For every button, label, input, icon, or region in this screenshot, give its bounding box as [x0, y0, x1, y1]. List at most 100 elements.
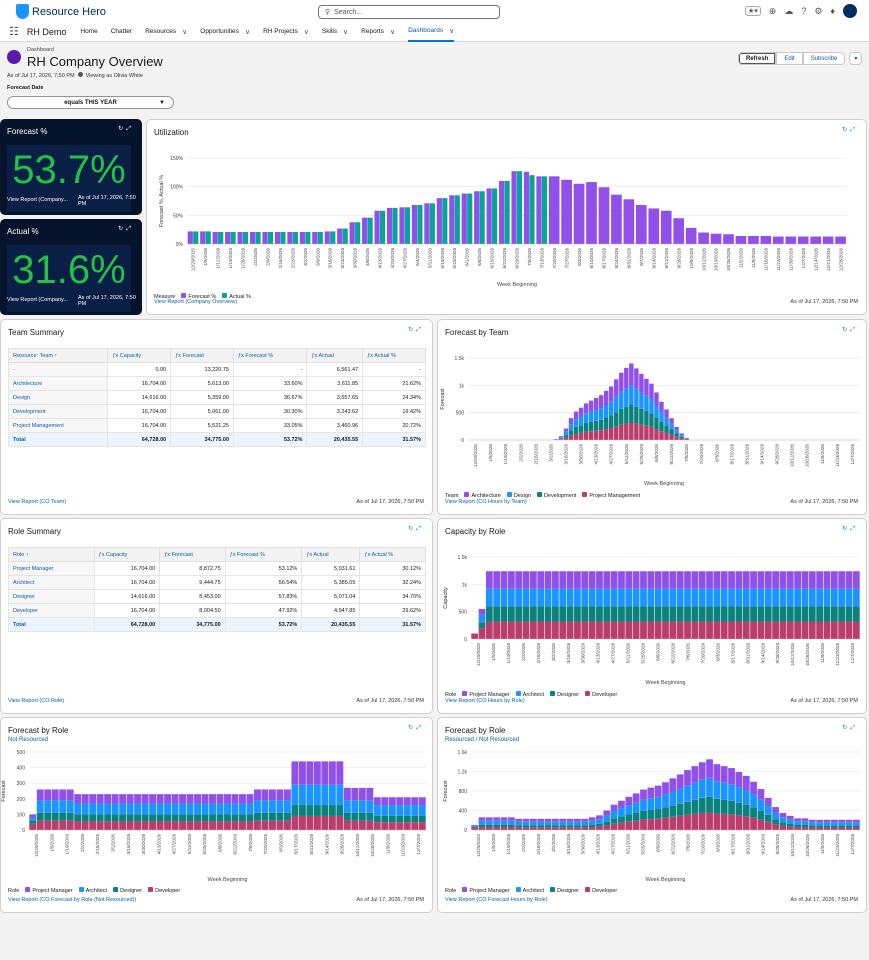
- chevron-down-icon: ▼: [159, 99, 165, 106]
- view-report-link[interactable]: View Report (CO Hours by Role): [445, 698, 525, 704]
- table-cell: 34,775.00: [159, 617, 226, 632]
- refresh-icon[interactable]: ↻: [842, 327, 851, 333]
- refresh-button[interactable]: Refresh: [738, 52, 777, 65]
- view-report-link[interactable]: View Report (CO Role): [8, 698, 65, 704]
- chevron-down-icon[interactable]: ∨: [244, 28, 251, 36]
- bar: [596, 819, 603, 824]
- nav-item-resources[interactable]: Resources ∨: [145, 22, 187, 42]
- row-label[interactable]: Development: [7, 404, 109, 419]
- nav-item-chatter[interactable]: Chatter: [111, 22, 132, 42]
- row-label[interactable]: Developer: [8, 603, 95, 618]
- nav-item-rh-projects[interactable]: RH Projects ∨: [263, 22, 309, 42]
- refresh-icon[interactable]: ↻: [842, 725, 851, 731]
- chevron-down-icon[interactable]: ∨: [303, 28, 309, 36]
- refresh-icon[interactable]: ↻: [408, 526, 417, 532]
- bar: [349, 222, 355, 244]
- chevron-down-icon[interactable]: ∨: [449, 27, 455, 35]
- bar: [649, 399, 654, 414]
- bar: [566, 588, 574, 607]
- expand-icon[interactable]: ⤢: [126, 226, 134, 232]
- expand-icon[interactable]: ⤢: [850, 526, 858, 532]
- table-cell: 3,611.85: [306, 376, 364, 391]
- add-icon[interactable]: ⊕: [768, 5, 777, 16]
- view-report-link[interactable]: View Report (CO Hours by Team): [445, 499, 527, 505]
- column-header[interactable]: ƒx Actual: [306, 348, 364, 363]
- refresh-icon[interactable]: ↻: [118, 226, 127, 232]
- legend-swatch: [464, 492, 470, 497]
- view-report-link[interactable]: View Report (CO Forecast Hours by Role): [445, 897, 548, 903]
- nav-item-skills[interactable]: Skills ∨: [322, 22, 348, 42]
- bar: [216, 814, 224, 822]
- column-header[interactable]: Resource: Team ↑: [7, 348, 109, 363]
- cloud-icon[interactable]: ☁: [784, 5, 794, 16]
- more-actions-button[interactable]: ▾: [849, 52, 863, 65]
- column-header[interactable]: ƒx Capacity: [107, 348, 172, 363]
- x-tick-label: 12/7/2026: [801, 248, 806, 269]
- column-header[interactable]: ƒx Capacity: [93, 547, 161, 562]
- nav-item-home[interactable]: Home: [80, 22, 97, 42]
- star-icon[interactable]: ★▾: [744, 6, 761, 16]
- row-label[interactable]: Designer: [8, 589, 95, 604]
- row-label[interactable]: Total: [7, 432, 109, 447]
- nav-item-opportunities[interactable]: Opportunities ∨: [200, 22, 250, 42]
- row-label[interactable]: Total: [8, 617, 95, 632]
- nav-item-dashboards[interactable]: Dashboards ∨: [408, 22, 455, 42]
- chart-legend: Role Project Manager Architect Designer Deve…: [8, 887, 180, 894]
- column-header[interactable]: ƒx Actual %: [362, 348, 426, 363]
- chevron-down-icon[interactable]: ∨: [182, 28, 188, 36]
- refresh-icon[interactable]: ↻: [118, 126, 127, 132]
- expand-icon[interactable]: ⤢: [416, 725, 424, 731]
- bar: [59, 789, 67, 801]
- refresh-icon[interactable]: ↻: [842, 526, 851, 532]
- view-report-link[interactable]: View Report (Company...: [7, 297, 68, 303]
- help-icon[interactable]: ?: [801, 6, 807, 16]
- column-header[interactable]: ƒx Forecast %: [224, 547, 303, 562]
- bar: [530, 821, 537, 826]
- expand-icon[interactable]: ⤢: [850, 127, 858, 133]
- forecast-date-filter[interactable]: equals THIS YEAR ▼: [7, 96, 174, 109]
- view-report-link[interactable]: View Report (Company...: [7, 197, 68, 203]
- column-header[interactable]: ƒx Forecast: [170, 348, 234, 363]
- refresh-icon[interactable]: ↻: [842, 127, 851, 133]
- refresh-icon[interactable]: ↻: [408, 725, 417, 731]
- row-label[interactable]: Design: [7, 390, 109, 405]
- view-report-link[interactable]: View Report (Company Overview): [154, 299, 238, 305]
- bar: [291, 805, 299, 816]
- bar: [544, 621, 552, 639]
- bar: [156, 821, 164, 830]
- row-label[interactable]: Architect: [8, 575, 95, 590]
- x-tick-label: 9/7/2026: [639, 248, 644, 266]
- app-launcher-icon[interactable]: ☷: [9, 26, 19, 38]
- x-tick-label: 2/23/2026: [290, 248, 295, 269]
- avatar-icon[interactable]: [843, 4, 857, 18]
- expand-icon[interactable]: ⤢: [850, 725, 858, 731]
- refresh-icon[interactable]: ↻: [408, 327, 417, 333]
- row-label[interactable]: Architecture: [7, 376, 109, 391]
- bell-icon[interactable]: ♦: [830, 6, 835, 16]
- nav-item-reports[interactable]: Reports ∨: [361, 22, 395, 42]
- column-header[interactable]: ƒx Actual: [301, 547, 361, 562]
- bar: [578, 416, 584, 426]
- row-label[interactable]: Project Manager: [8, 561, 95, 576]
- expand-icon[interactable]: ⤢: [416, 327, 424, 333]
- bar: [596, 588, 603, 607]
- bar: [44, 789, 52, 801]
- chevron-down-icon[interactable]: ∨: [389, 28, 396, 36]
- bar: [373, 805, 381, 816]
- brand-logo[interactable]: Resource Hero: [16, 4, 106, 19]
- subscribe-button[interactable]: Subscribe: [802, 52, 846, 65]
- expand-icon[interactable]: ⤢: [126, 126, 134, 132]
- expand-icon[interactable]: ⤢: [850, 327, 858, 333]
- column-header[interactable]: ƒx Actual %: [359, 547, 426, 562]
- view-report-link[interactable]: View Report (CO Forecast by Role (Not Re…: [8, 897, 137, 903]
- edit-button[interactable]: Edit: [776, 52, 803, 65]
- column-header[interactable]: ƒx Forecast %: [232, 348, 308, 363]
- gear-icon[interactable]: ⚙: [814, 5, 823, 16]
- view-report-link[interactable]: View Report (CO Team): [8, 499, 67, 505]
- row-label[interactable]: Project Management: [7, 418, 109, 433]
- chevron-down-icon[interactable]: ∨: [343, 28, 349, 36]
- column-header[interactable]: ƒx Forecast: [159, 547, 226, 562]
- global-search-input[interactable]: ⚲ Search...: [318, 5, 500, 19]
- column-header[interactable]: Role ↑: [8, 547, 95, 562]
- expand-icon[interactable]: ⤢: [416, 526, 424, 532]
